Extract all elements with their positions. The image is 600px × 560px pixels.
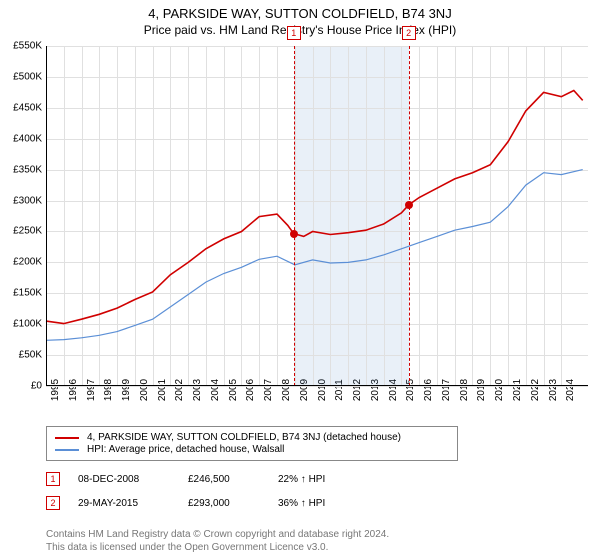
- sale-price: £246,500: [188, 474, 278, 485]
- sale-hpi-ratio: 22% ↑ HPI: [278, 474, 325, 485]
- y-tick-label: £350K: [2, 164, 42, 175]
- legend-swatch: [55, 437, 79, 439]
- sale-marker-badge: 2: [46, 496, 60, 510]
- legend-label: HPI: Average price, detached house, Wals…: [87, 444, 284, 455]
- sale-date: 29-MAY-2015: [78, 498, 188, 509]
- legend-item: HPI: Average price, detached house, Wals…: [55, 444, 449, 455]
- sale-point-icon: [405, 201, 413, 209]
- sale-record-row: 1 08-DEC-2008 £246,500 22% ↑ HPI: [46, 472, 325, 486]
- attribution-line: This data is licensed under the Open Gov…: [46, 542, 389, 555]
- sale-marker-line: [409, 46, 410, 386]
- attribution-line: Contains HM Land Registry data © Crown c…: [46, 529, 389, 542]
- sale-point-icon: [290, 230, 298, 238]
- y-axis-line: [46, 46, 47, 386]
- y-tick-label: £50K: [2, 350, 42, 361]
- sale-marker-badge: 1: [287, 26, 301, 40]
- series-line-hpi: [46, 170, 583, 341]
- legend: 4, PARKSIDE WAY, SUTTON COLDFIELD, B74 3…: [46, 426, 458, 461]
- sale-price: £293,000: [188, 498, 278, 509]
- y-tick-label: £150K: [2, 288, 42, 299]
- chart-title-address: 4, PARKSIDE WAY, SUTTON COLDFIELD, B74 3…: [0, 6, 600, 21]
- y-tick-label: £250K: [2, 226, 42, 237]
- legend-item: 4, PARKSIDE WAY, SUTTON COLDFIELD, B74 3…: [55, 432, 449, 443]
- y-tick-label: £450K: [2, 102, 42, 113]
- sale-date: 08-DEC-2008: [78, 474, 188, 485]
- y-tick-label: £100K: [2, 319, 42, 330]
- chart-plot-area: 12: [46, 46, 588, 386]
- series-line-price_paid: [46, 91, 583, 324]
- sale-marker-badge: 2: [402, 26, 416, 40]
- y-tick-label: £200K: [2, 257, 42, 268]
- y-tick-label: £300K: [2, 195, 42, 206]
- legend-swatch: [55, 449, 79, 451]
- sale-hpi-ratio: 36% ↑ HPI: [278, 498, 325, 509]
- sale-marker-badge: 1: [46, 472, 60, 486]
- y-tick-label: £400K: [2, 133, 42, 144]
- chart-lines-svg: [46, 46, 588, 386]
- legend-label: 4, PARKSIDE WAY, SUTTON COLDFIELD, B74 3…: [87, 432, 401, 443]
- y-tick-label: £500K: [2, 71, 42, 82]
- sale-marker-line: [294, 46, 295, 386]
- y-tick-label: £550K: [2, 41, 42, 52]
- sale-record-row: 2 29-MAY-2015 £293,000 36% ↑ HPI: [46, 496, 325, 510]
- chart-container: 4, PARKSIDE WAY, SUTTON COLDFIELD, B74 3…: [0, 0, 600, 560]
- x-axis-line: [46, 385, 588, 386]
- y-tick-label: £0: [2, 381, 42, 392]
- attribution: Contains HM Land Registry data © Crown c…: [46, 529, 389, 554]
